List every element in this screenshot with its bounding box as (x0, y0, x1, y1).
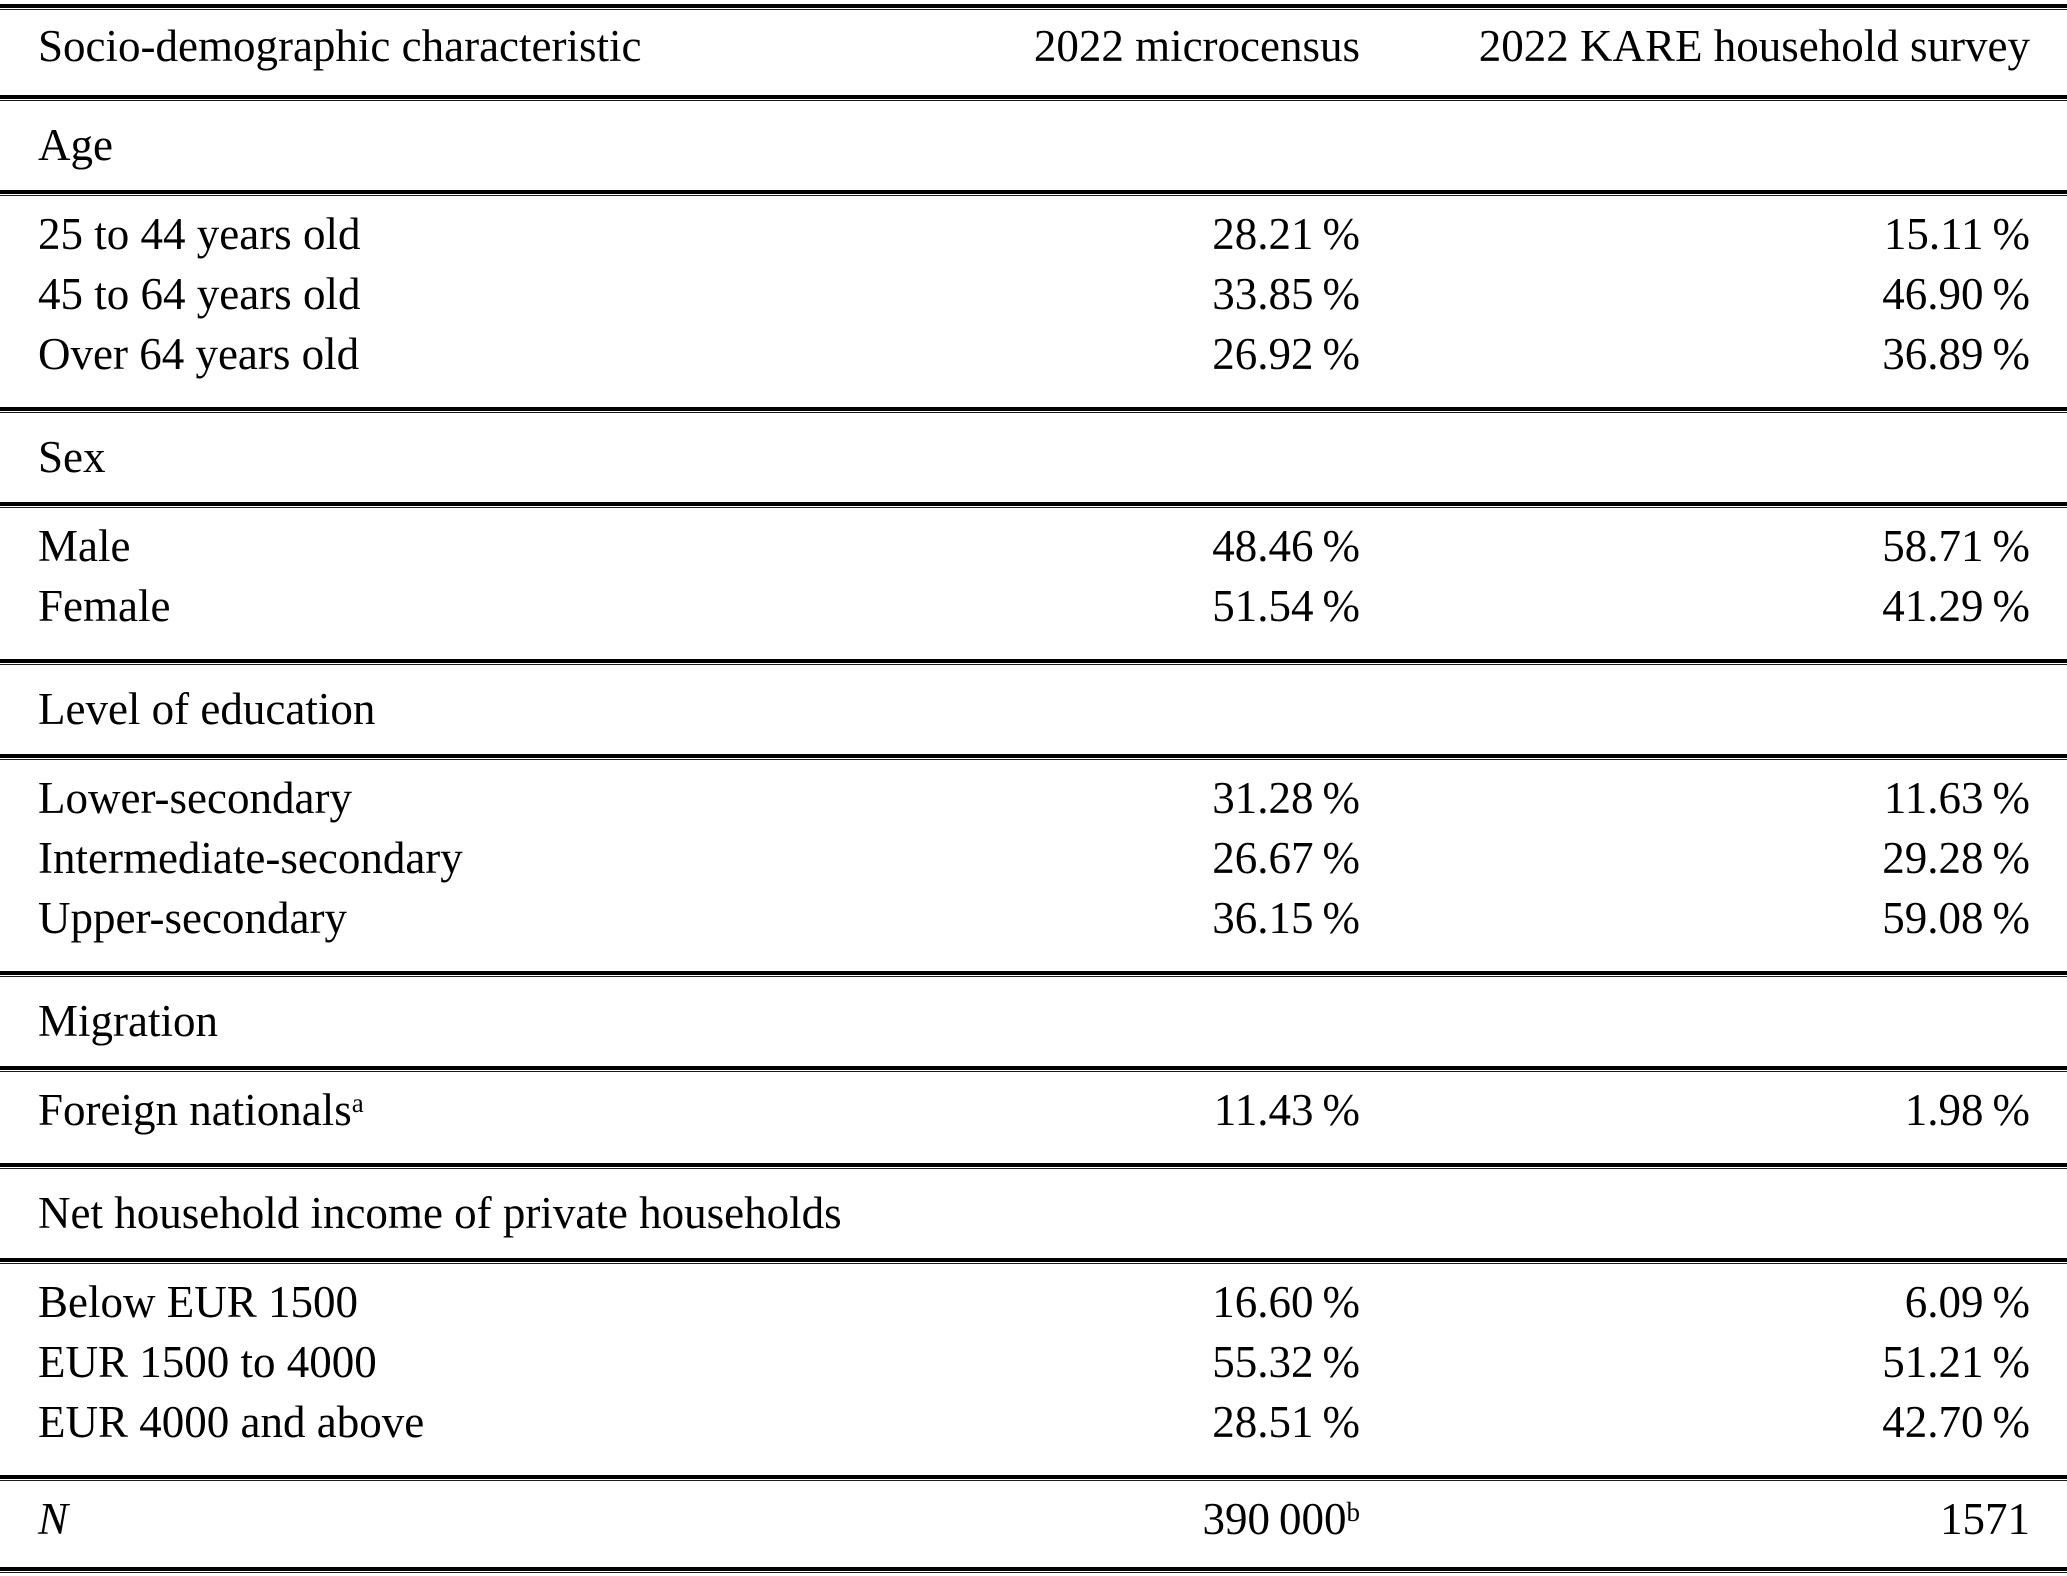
table-rule (0, 659, 2067, 665)
table-row: Over 64 years old 26.92 % 36.89 % (0, 324, 2067, 384)
section-title: Net household income of private househol… (38, 1188, 842, 1238)
section-header-income: Net household income of private househol… (0, 1169, 2067, 1258)
sex-rows: Male 48.46 % 58.71 % Female 51.54 % 41.2… (0, 508, 2067, 659)
row-label: Over 64 years old (38, 329, 360, 379)
sample-size-value: 390 000 (1202, 1494, 1347, 1544)
table-row: 45 to 64 years old 33.85 % 46.90 % (0, 264, 2067, 324)
section-title: Age (38, 120, 113, 170)
kare-value: 59.08 % (1882, 893, 2030, 943)
microcensus-value: 55.32 % (1212, 1337, 1360, 1387)
column-header-kare-survey: 2022 KARE household survey (1478, 21, 2030, 71)
microcensus-value: 51.54 % (1212, 581, 1360, 631)
row-label-text: Foreign nationals (38, 1085, 352, 1135)
row-label: 45 to 64 years old (38, 269, 361, 319)
kare-value: 1.98 % (1904, 1085, 2030, 1135)
microcensus-value: 48.46 % (1212, 521, 1360, 571)
table-rule (0, 190, 2067, 196)
section-header-migration: Migration (0, 977, 2067, 1066)
footnote-marker-a: a (351, 1088, 364, 1119)
kare-sample-size: 1571 (1940, 1494, 2030, 1544)
microcensus-value: 33.85 % (1212, 269, 1360, 319)
sample-size-row: N 390 000b 1571 (0, 1481, 2067, 1567)
row-label: Lower-secondary (38, 773, 352, 823)
microcensus-value: 11.43 % (1213, 1085, 1360, 1135)
migration-rows: Foreign nationalsa 11.43 % 1.98 % (0, 1072, 2067, 1163)
table-row: Upper-secondary 36.15 % 59.08 % (0, 888, 2067, 948)
microcensus-value: 26.67 % (1212, 833, 1360, 883)
table-rule (0, 754, 2067, 760)
table-row: Lower-secondary 31.28 % 11.63 % (0, 768, 2067, 828)
kare-value: 58.71 % (1882, 521, 2030, 571)
sample-size-label: N (38, 1494, 69, 1544)
table-rule (0, 1163, 2067, 1169)
section-title: Sex (38, 432, 106, 482)
kare-value: 41.29 % (1882, 581, 2030, 631)
section-header-age: Age (0, 101, 2067, 190)
microcensus-value: 26.92 % (1212, 329, 1360, 379)
section-header-sex: Sex (0, 413, 2067, 502)
microcensus-value: 36.15 % (1212, 893, 1360, 943)
table-rule (0, 971, 2067, 977)
microcensus-value: 28.51 % (1212, 1397, 1360, 1447)
kare-value: 29.28 % (1882, 833, 2030, 883)
table-row: EUR 4000 and above 28.51 % 42.70 % (0, 1392, 2067, 1452)
kare-value: 15.11 % (1883, 209, 2030, 259)
table-rule (0, 1258, 2067, 1264)
microcensus-value: 31.28 % (1212, 773, 1360, 823)
row-label: Intermediate-secondary (38, 833, 463, 883)
kare-value: 6.09 % (1904, 1277, 2030, 1327)
table-rule (0, 1475, 2067, 1481)
table-bottom-rule (0, 1567, 2067, 1573)
footnote-marker-b: b (1346, 1497, 1361, 1528)
table-row: Foreign nationalsa 11.43 % 1.98 % (0, 1080, 2067, 1140)
microcensus-sample-size: 390 000b (720, 1489, 1360, 1549)
kare-value: 36.89 % (1882, 329, 2030, 379)
row-label: Upper-secondary (38, 893, 347, 943)
table-rule (0, 407, 2067, 413)
table-rule (0, 502, 2067, 508)
row-label: Below EUR 1500 (38, 1277, 358, 1327)
table-row: Intermediate-secondary 26.67 % 29.28 % (0, 828, 2067, 888)
kare-value: 42.70 % (1882, 1397, 2030, 1447)
kare-value: 46.90 % (1882, 269, 2030, 319)
table-rule (0, 95, 2067, 101)
row-label: Foreign nationalsa (38, 1080, 720, 1140)
kare-value: 11.63 % (1883, 773, 2030, 823)
table-top-rule (0, 4, 2067, 10)
table-rule (0, 1066, 2067, 1072)
education-rows: Lower-secondary 31.28 % 11.63 % Intermed… (0, 760, 2067, 971)
column-header-microcensus: 2022 microcensus (1033, 21, 1360, 71)
table-row: EUR 1500 to 4000 55.32 % 51.21 % (0, 1332, 2067, 1392)
income-rows: Below EUR 1500 16.60 % 6.09 % EUR 1500 t… (0, 1264, 2067, 1475)
column-header-characteristic: Socio-demographic characteristic (38, 21, 642, 71)
table-row: Female 51.54 % 41.29 % (0, 576, 2067, 636)
row-label: Male (38, 521, 131, 571)
microcensus-value: 16.60 % (1212, 1277, 1360, 1327)
table-row: 25 to 44 years old 28.21 % 15.11 % (0, 204, 2067, 264)
table-row: Below EUR 1500 16.60 % 6.09 % (0, 1272, 2067, 1332)
row-label: EUR 1500 to 4000 (38, 1337, 377, 1387)
row-label: Female (38, 581, 171, 631)
section-title: Migration (38, 996, 218, 1046)
age-rows: 25 to 44 years old 28.21 % 15.11 % 45 to… (0, 196, 2067, 407)
row-label: 25 to 44 years old (38, 209, 361, 259)
table-row: Male 48.46 % 58.71 % (0, 516, 2067, 576)
row-label: EUR 4000 and above (38, 1397, 425, 1447)
kare-value: 51.21 % (1882, 1337, 2030, 1387)
microcensus-value: 28.21 % (1212, 209, 1360, 259)
section-header-education: Level of education (0, 665, 2067, 754)
section-title: Level of education (38, 684, 376, 734)
column-header-row: Socio-demographic characteristic 2022 mi… (0, 10, 2067, 95)
